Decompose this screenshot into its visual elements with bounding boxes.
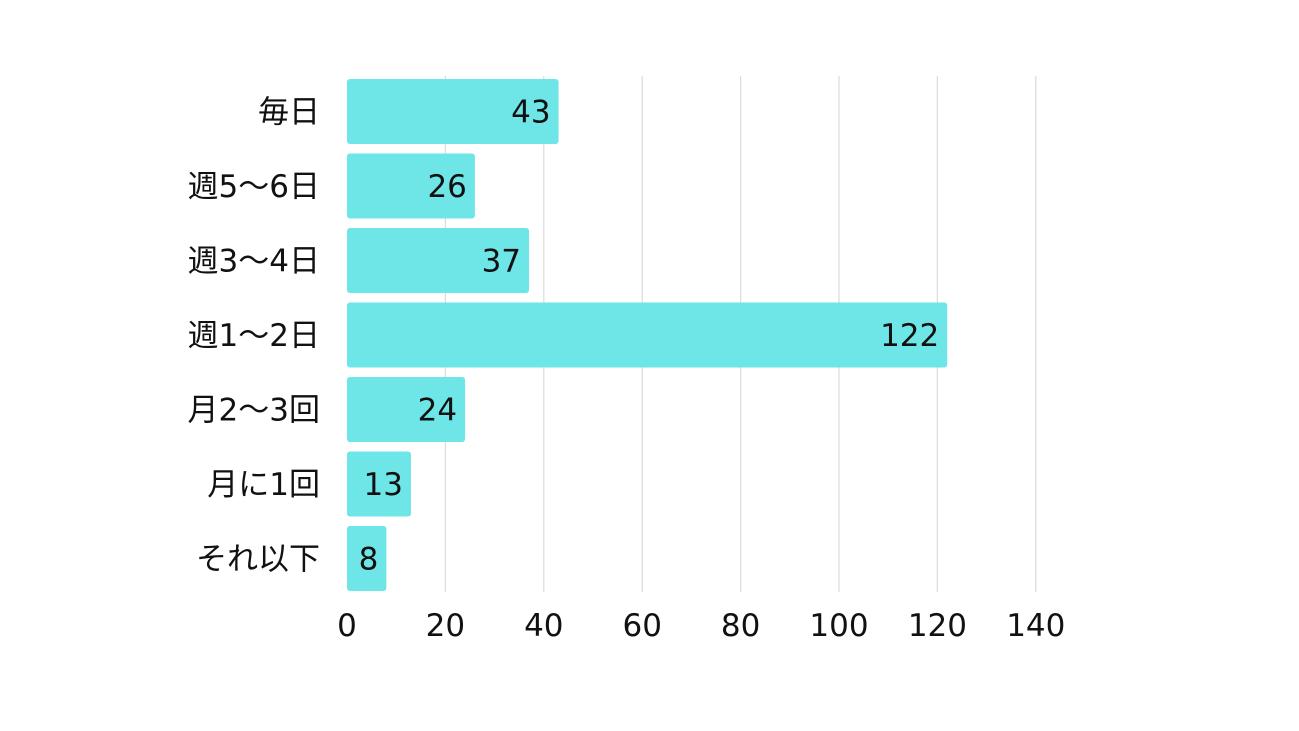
category-label: 週3〜4日 <box>188 244 320 280</box>
bar <box>347 451 411 517</box>
x-tick-label: 20 <box>426 608 465 644</box>
bar-value-label: 8 <box>359 542 379 578</box>
data-labels: 43 26 37 122 24 13 8 <box>359 95 940 578</box>
x-tick-label: 60 <box>622 608 661 644</box>
x-tick-label: 140 <box>1006 608 1065 644</box>
category-label: 毎日 <box>258 95 320 131</box>
bar <box>347 153 475 219</box>
bar <box>347 79 559 144</box>
bar <box>347 526 387 591</box>
bar <box>347 377 466 442</box>
bar-value-label: 122 <box>880 318 939 354</box>
x-tick-label: 100 <box>809 608 868 644</box>
x-tick-label: 120 <box>908 608 967 644</box>
category-label: それ以下 <box>196 542 320 578</box>
bar-value-label: 13 <box>364 467 403 503</box>
x-tick-label: 40 <box>524 608 563 644</box>
bar-value-label: 24 <box>418 393 457 429</box>
category-label: 月2〜3回 <box>188 393 320 429</box>
bar-value-label: 37 <box>482 244 521 280</box>
bars <box>347 79 948 591</box>
category-label: 週5〜6日 <box>188 169 320 205</box>
x-tick-label: 80 <box>721 608 760 644</box>
bar <box>347 302 948 368</box>
category-label: 週1〜2日 <box>188 318 320 354</box>
bar-value-label: 26 <box>427 169 466 205</box>
bar <box>347 228 530 293</box>
category-label: 月に1回 <box>207 467 320 503</box>
value-axis: 0 20 40 60 80 100 120 140 <box>337 608 1065 644</box>
bar-value-label: 43 <box>511 95 550 131</box>
x-tick-label: 0 <box>337 608 357 644</box>
